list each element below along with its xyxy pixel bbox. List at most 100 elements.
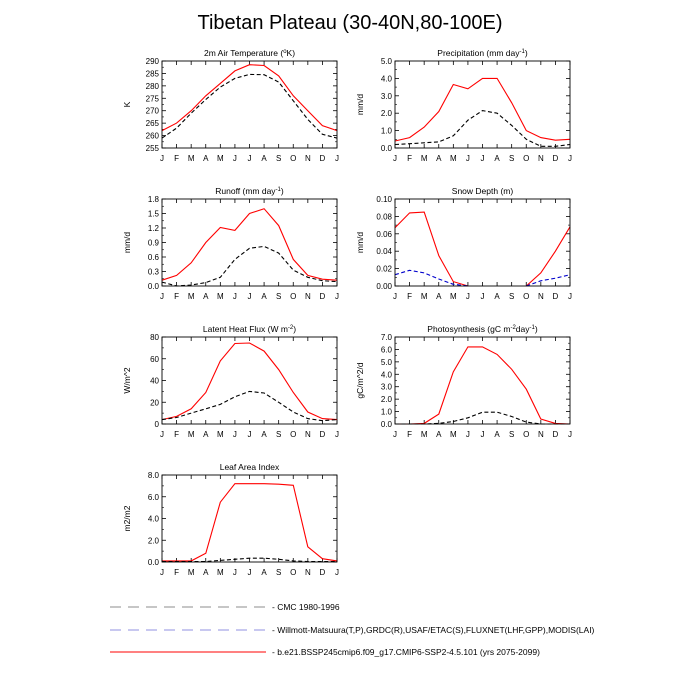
y-tick-label: 1.0 bbox=[381, 408, 393, 417]
y-tick-label: 6.0 bbox=[148, 493, 160, 502]
x-tick-label: O bbox=[290, 430, 296, 439]
x-tick-label: N bbox=[305, 292, 311, 301]
legend-label: - b.e21.BSSP245cmip6.f09_g17.CMIP6-SSP2-… bbox=[272, 647, 540, 657]
x-tick-label: F bbox=[174, 430, 179, 439]
x-tick-label: J bbox=[335, 430, 339, 439]
x-tick-label: O bbox=[290, 292, 296, 301]
x-tick-label: M bbox=[217, 568, 224, 577]
x-tick-label: J bbox=[393, 430, 397, 439]
y-tick-label: 2.0 bbox=[381, 395, 393, 404]
y-tick-label: 255 bbox=[146, 144, 160, 153]
x-tick-label: J bbox=[160, 292, 164, 301]
x-tick-label: A bbox=[261, 292, 267, 301]
series-line-1 bbox=[161, 245, 338, 287]
y-tick-label: 280 bbox=[146, 82, 160, 91]
x-tick-label: J bbox=[248, 430, 252, 439]
y-tick-label: 0.0 bbox=[381, 420, 393, 429]
series-line-1 bbox=[394, 110, 571, 147]
y-tick-label: 6.0 bbox=[381, 345, 393, 354]
x-tick-label: A bbox=[494, 430, 500, 439]
y-tick-label: 2.0 bbox=[381, 109, 393, 118]
y-tick-label: 0.06 bbox=[376, 230, 392, 239]
x-tick-label: A bbox=[203, 568, 209, 577]
x-tick-label: A bbox=[203, 430, 209, 439]
y-tick-label: 0.02 bbox=[376, 265, 392, 274]
x-tick-label: S bbox=[509, 292, 514, 301]
plot-frame bbox=[161, 60, 338, 149]
x-tick-label: F bbox=[174, 154, 179, 163]
x-tick-label: S bbox=[509, 430, 514, 439]
x-tick-label: A bbox=[494, 292, 500, 301]
x-tick-label: F bbox=[174, 568, 179, 577]
x-tick-label: J bbox=[568, 430, 572, 439]
y-tick-label: 4.0 bbox=[148, 515, 160, 524]
y-tick-label: 5.0 bbox=[381, 358, 393, 367]
x-tick-label: J bbox=[393, 154, 397, 163]
x-tick-label: O bbox=[523, 430, 529, 439]
x-tick-label: A bbox=[436, 430, 442, 439]
x-tick-label: J bbox=[248, 568, 252, 577]
x-tick-label: F bbox=[407, 154, 412, 163]
y-tick-label: 290 bbox=[146, 57, 160, 66]
x-tick-label: J bbox=[233, 154, 237, 163]
x-tick-label: M bbox=[421, 430, 428, 439]
panel-1: Precipitation (mm day-1) mm/d 0.0 1.0 2.0 3.0… bbox=[355, 48, 572, 163]
y-tick-label: 275 bbox=[146, 94, 160, 103]
x-tick-label: J bbox=[233, 568, 237, 577]
panel-0: 2m Air Temperature (oK) K 255 260 265 270 275 2… bbox=[122, 48, 339, 163]
x-tick-label: M bbox=[450, 154, 457, 163]
x-tick-label: J bbox=[481, 430, 485, 439]
x-tick-label: A bbox=[436, 154, 442, 163]
y-tick-label: 4.0 bbox=[381, 370, 393, 379]
x-tick-label: A bbox=[261, 154, 267, 163]
x-tick-label: D bbox=[553, 154, 559, 163]
x-tick-label: J bbox=[568, 154, 572, 163]
y-tick-label: 1.8 bbox=[148, 195, 160, 204]
y-axis-label: mm/d bbox=[122, 232, 132, 254]
panels-group: 2m Air Temperature (oK) K 255 260 265 270 275 2… bbox=[122, 48, 572, 577]
y-tick-label: 0 bbox=[155, 420, 160, 429]
y-axis-label: mm/d bbox=[355, 232, 365, 254]
y-tick-label: 270 bbox=[146, 107, 160, 116]
y-axis-label: gC/m^2/d bbox=[355, 362, 365, 398]
x-tick-label: A bbox=[261, 430, 267, 439]
x-tick-label: J bbox=[233, 430, 237, 439]
y-tick-label: 4.0 bbox=[381, 74, 393, 83]
y-tick-label: 8.0 bbox=[148, 471, 160, 480]
x-tick-label: J bbox=[248, 154, 252, 163]
plot-frame bbox=[161, 198, 338, 287]
y-tick-label: 0.3 bbox=[148, 268, 160, 277]
series-line-0 bbox=[161, 342, 338, 421]
x-tick-label: M bbox=[188, 430, 195, 439]
x-tick-label: M bbox=[217, 292, 224, 301]
plot-frame bbox=[394, 198, 571, 287]
panel-title: Leaf Area Index bbox=[220, 462, 280, 472]
series-line-0 bbox=[161, 64, 338, 132]
x-tick-label: D bbox=[320, 430, 326, 439]
x-tick-label: A bbox=[261, 568, 267, 577]
panel-4: Latent Heat Flux (W m-2) W/m^2 0 20 40 60 80 J F… bbox=[122, 324, 339, 439]
x-tick-label: O bbox=[290, 154, 296, 163]
y-tick-label: 0.0 bbox=[381, 144, 393, 153]
x-tick-label: S bbox=[276, 430, 281, 439]
x-tick-label: J bbox=[248, 292, 252, 301]
series-line-1 bbox=[162, 557, 337, 563]
x-tick-label: M bbox=[217, 154, 224, 163]
x-tick-label: M bbox=[188, 154, 195, 163]
panel-title: Runoff (mm day-1) bbox=[215, 186, 284, 196]
x-tick-label: A bbox=[203, 292, 209, 301]
x-tick-label: M bbox=[450, 292, 457, 301]
x-tick-label: A bbox=[494, 154, 500, 163]
series-line-0 bbox=[162, 483, 338, 562]
y-tick-label: 0.08 bbox=[376, 212, 392, 221]
series-line-0 bbox=[395, 346, 571, 425]
x-tick-label: D bbox=[553, 292, 559, 301]
legend-item-1: - Willmott-Matsuura(T,P),GRDC(R),USAF/ET… bbox=[110, 625, 595, 635]
x-tick-label: D bbox=[553, 430, 559, 439]
x-tick-label: S bbox=[276, 154, 281, 163]
y-tick-label: 2.0 bbox=[148, 536, 160, 545]
series-line-0 bbox=[394, 77, 571, 142]
x-tick-label: N bbox=[305, 568, 311, 577]
y-tick-label: 5.0 bbox=[381, 57, 393, 66]
